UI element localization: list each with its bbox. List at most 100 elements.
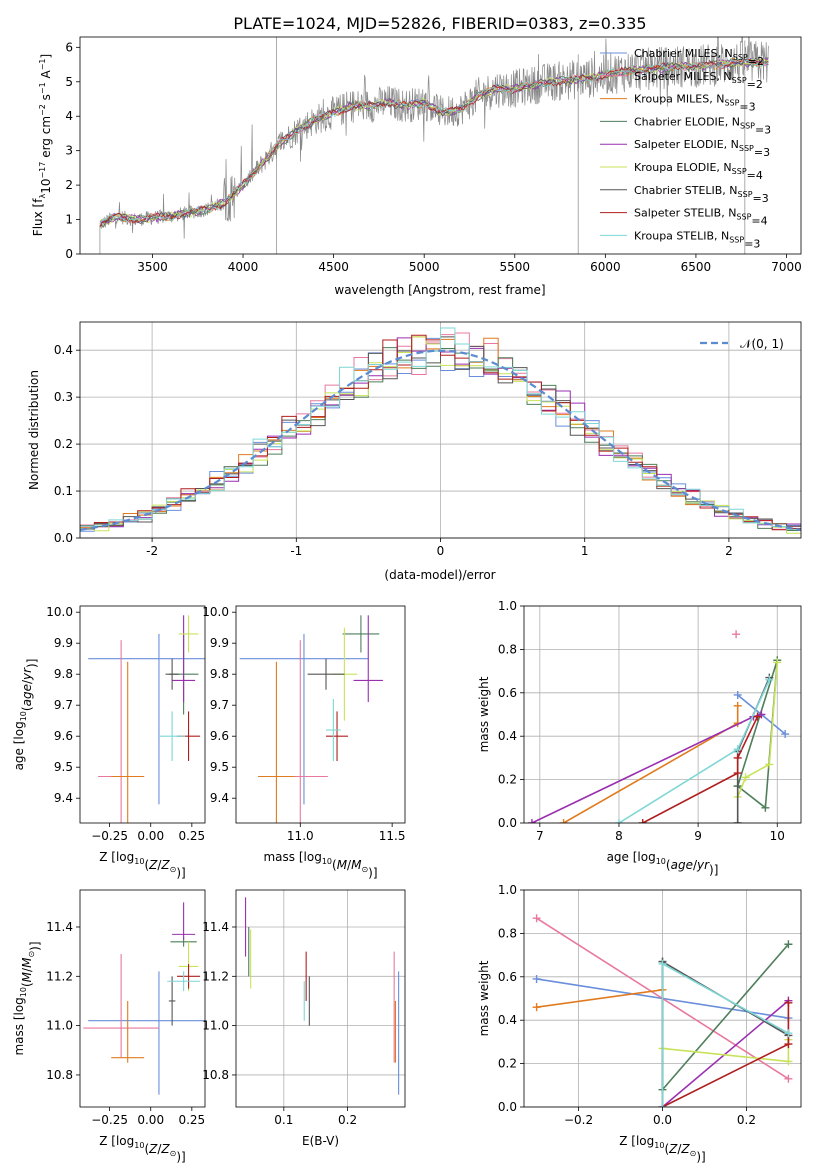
age_vs_Z-ylabel-part: )]	[25, 659, 39, 668]
spectrum-frame: 3500 4000 4500 5000 5500 6000 6500 7000 0 1 2 3 4 5 6 F…	[31, 36, 802, 297]
age_vs_Z-xlabel-part: Z [log	[99, 850, 134, 864]
legend-label-kroupa_elodie: Kroupa ELODIE, NSSP=4	[634, 161, 763, 182]
weight_vs_Z-ytick-label: 0.2	[498, 1057, 517, 1071]
legend-label-chabrier_stelib: Chabrier STELIB, NSSP=3	[634, 184, 769, 205]
age_vs_Z-xlabel-part: )]	[176, 866, 185, 880]
weight-marker-kroupa_elodie	[741, 773, 750, 782]
spectrum-xlabel: wavelength [Angstrom, rest frame]	[334, 283, 545, 297]
spectrum-data-line	[99, 37, 769, 239]
weight-marker-chabrier_elodie	[784, 940, 793, 949]
weight-line-kroupa_elodie	[736, 662, 779, 798]
weight_vs_age-ylabel: mass weight	[477, 676, 491, 752]
residuals-ytick-label: 0.1	[54, 484, 73, 498]
legend-label-kroupa_stelib: Kroupa STELIB, NSSP=3	[634, 229, 760, 250]
age_vs_Z-ytick-label: 9.8	[54, 667, 73, 681]
age_vs_Z-panel: −0.25 0.00 0.25 9.4 9.5 9.6 9.7 9.8 9.9 10.0 age […	[12, 605, 206, 880]
mass_vs_EBV-ytick-label: 11.2	[202, 969, 229, 983]
spectrum-ylabel-part: erg cm	[39, 116, 53, 162]
age_vs_mass-xlabel: mass [log10(M/M⊙)]	[263, 850, 377, 880]
mass_vs_Z-ylabel-part: /	[20, 967, 34, 972]
age_vs_mass-ytick-label: 9.8	[210, 667, 229, 681]
mass_vs_EBV-ytick-label: 10.8	[202, 1068, 229, 1082]
spectrum-ytick-label: 3	[65, 144, 73, 158]
weight-marker-chabrier_miles	[781, 730, 790, 739]
weight_vs_Z-ytick-label: 0.6	[498, 970, 517, 984]
weight-marker-kroupa_stelib	[765, 675, 774, 684]
mass_vs_Z-xlabel-part: (	[144, 1142, 149, 1156]
weight_vs_Z-ylabel: mass weight	[477, 960, 491, 1036]
age_vs_mass-panel: 11.0 11.5 9.4 9.5 9.6 9.7 9.8 9.9 10.0 mass [log1…	[202, 605, 405, 880]
weight_vs_Z-plot	[532, 914, 793, 1107]
weight_vs_age-ytick-label: 0.4	[498, 729, 517, 743]
mass_vs_Z-ytick-label: 11.2	[46, 969, 73, 983]
residuals-ytick-label: 0.3	[54, 390, 73, 404]
weight_vs_age-plot	[527, 630, 790, 823]
age_vs_Z-ytick-label: 9.5	[54, 760, 73, 774]
age_vs_Z-frame: −0.25 0.00 0.25 9.4 9.5 9.6 9.7 9.8 9.9 10.0 age […	[12, 605, 206, 880]
residuals-xlabel: (data-model)/error	[384, 568, 495, 582]
spectrum-ylabel-part: −2	[38, 104, 47, 116]
weight_vs_Z-xlabel-part: Z	[680, 1142, 690, 1156]
spectrum-border	[79, 36, 802, 255]
spectrum-xtick-label: 5500	[500, 260, 531, 274]
weight_vs_age-xlabel-part: )]	[709, 863, 718, 877]
spectrum-xtick-label: 3500	[137, 260, 168, 274]
age_vs_mass-ytick-label: 9.7	[210, 698, 229, 712]
spectrum-ylabel-part: −1	[38, 82, 47, 94]
mass_vs_EBV-border	[235, 889, 406, 1108]
legend-label-chabrier_miles-part: SSP	[733, 53, 748, 62]
age_vs_Z-xlabel-part: ⊙	[170, 865, 177, 874]
mass_vs_Z-ylabel-part: M	[20, 971, 34, 982]
spectrum-ylabel-part: s	[39, 94, 53, 104]
residual-hist-kroupa_stelib	[80, 327, 801, 530]
weight-marker-kroupa_stelib	[614, 819, 623, 823]
mass_vs_EBV-ytick-label: 11.0	[202, 1019, 229, 1033]
spectrum-xtick-label: 6500	[681, 260, 712, 274]
mass_vs_Z-xlabel-part: 10	[134, 1141, 144, 1150]
weight_vs_age-ytick-label: 0.8	[498, 642, 517, 656]
residuals-frame: -2 -1 0 1 2 0.0 0.1 0.2 0.3 0.4 𝒩(0, 1) Normed dist…	[27, 321, 802, 582]
mass_vs_Z-ylabel-part: )]	[28, 941, 42, 950]
age_vs_Z-ylabel: age [log10(age/yr)]	[12, 659, 39, 771]
legend-label-salpeter_miles-part: Salpeter MILES, N	[634, 70, 732, 83]
age_vs_Z-ylabel-part: age	[20, 684, 34, 706]
weight-marker-kroupa_miles	[559, 819, 568, 823]
age_vs_Z-ylabel-part: /	[20, 679, 34, 684]
mass_vs_Z-xlabel-part: Z	[148, 1142, 158, 1156]
age_vs_Z-ylabel-part: 10	[19, 711, 28, 721]
weight_vs_Z-ytick-label: 0.4	[498, 1013, 517, 1027]
weight-marker-salpeter_stelib	[733, 769, 742, 778]
weight_vs_age-border	[523, 605, 802, 824]
weight-marker-kroupa_miles	[532, 1003, 541, 1012]
mass_vs_Z-xlabel-part: /	[157, 1142, 162, 1156]
spectrum-xtick-label: 7000	[771, 260, 802, 274]
weight_vs_age-xtick-label: 9	[694, 829, 702, 843]
spectrum-ylabel-part: −17	[38, 162, 47, 179]
mass_vs_Z-ylabel-part: ⊙	[27, 951, 36, 958]
spectrum-ylabel-part: Flux [f	[31, 198, 45, 236]
weight-marker-kroupa_miles	[733, 701, 742, 710]
weight-marker-kroupa_stelib	[658, 1103, 667, 1107]
age_vs_mass-ytick-label: 9.5	[210, 760, 229, 774]
mass_vs_EBV-xtick-label: 0.1	[274, 1113, 293, 1127]
mass_vs_Z-ytick-label: 11.4	[46, 920, 73, 934]
legend-label-chabrier_elodie-part: Chabrier ELODIE, N	[634, 115, 740, 128]
spectrum-ytick-label: 2	[65, 178, 73, 192]
spectrum-ylabel-part: −1	[38, 58, 47, 70]
residuals-xtick-label: 1	[581, 544, 589, 558]
residuals-xtick-label: -1	[290, 544, 302, 558]
weight_vs_Z-xtick-label: 0.2	[737, 1113, 756, 1127]
weight_vs_Z-xlabel-part: 10	[654, 1141, 664, 1150]
weight-marker-chabrier_miles	[532, 974, 541, 983]
legend-label-salpeter_stelib-part: Salpeter STELIB, N	[634, 207, 736, 220]
weight_vs_age-xlabel-part: age [log	[607, 850, 656, 864]
spectrum-model-chabrier_elodie	[99, 57, 769, 224]
age_vs_mass-xlabel-part: /	[347, 858, 352, 872]
mass_vs_Z-xlabel-part: ⊙	[170, 1149, 177, 1158]
weight-marker-kroupa_elodie	[784, 1057, 793, 1066]
spectrum-ylabel-part: λ	[38, 194, 47, 199]
weight_vs_age-panel: 7 8 9 10 0.0 0.2 0.4 0.6 0.8 1.0 mass weight age [l…	[477, 599, 802, 877]
age_vs_Z-xlabel: Z [log10(Z/Z⊙)]	[99, 850, 185, 880]
weight-marker-chabrier_elodie	[761, 803, 770, 812]
weight_vs_age-xlabel-part: yr	[696, 858, 710, 872]
